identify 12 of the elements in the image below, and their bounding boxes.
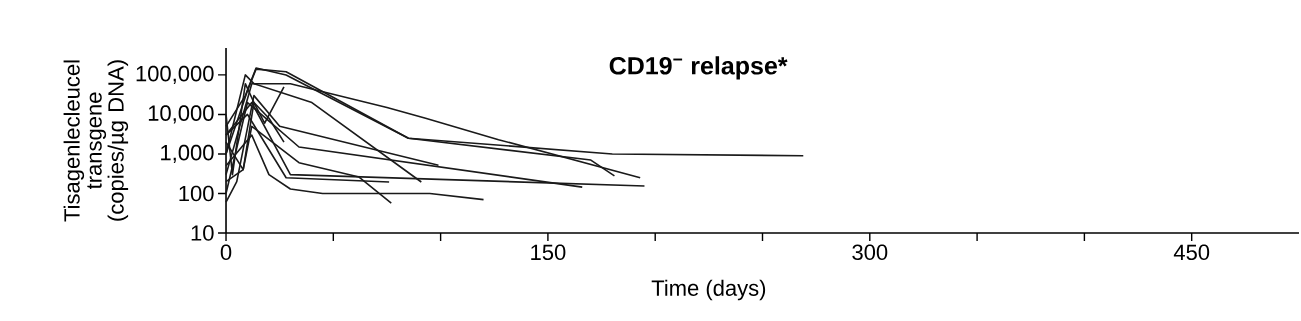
x-axis-title: Time (days)	[651, 279, 766, 301]
x-tick-label: 450	[1173, 244, 1210, 261]
chart-title: CD19$^{−}$ relapse*	[609, 56, 788, 80]
x-tick-label: 0	[220, 244, 232, 261]
y-tick-label: 100,000	[136, 65, 214, 84]
y-tick-label: 10	[191, 225, 214, 241]
y-tick-label: 10,000	[148, 105, 214, 124]
y-tick-label: 1,000	[161, 144, 214, 164]
x-tick-label: 150	[531, 244, 566, 261]
y-tick-label: 100	[179, 185, 214, 202]
x-tick-label: 300	[852, 244, 888, 261]
y-axis-title: Tisagenlecleucel transgene (copies/µg DNA)	[63, 60, 129, 222]
